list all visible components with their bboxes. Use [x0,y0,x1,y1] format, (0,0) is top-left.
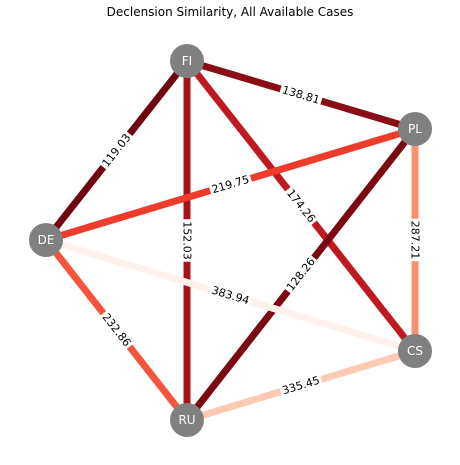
edge-label-pl-ru: 128.26 [284,255,318,293]
node-pl [398,112,432,146]
node-label-ru: RU [178,413,195,427]
edge-label-background [179,219,195,262]
edge-label-background [278,372,324,399]
edge-label-background [278,81,324,109]
edge-label-pl-cs: 287.21 [409,221,422,260]
node-label-fi: FI [182,54,192,68]
edge-label-fi-pl: 138.81 [281,83,322,106]
edge-label-background [281,184,321,228]
edge-label-background [97,129,136,172]
node-ru [170,403,204,437]
nodes: FI PL DE CS RU [29,44,432,437]
edge-labels: 138.81 119.03 152.03 174.26 219.75 287.21 128.… [97,81,423,399]
edge-label-background [207,171,254,198]
node-label-pl: PL [408,122,422,136]
edge-label-background [97,308,136,352]
node-label-cs: CS [407,344,423,358]
edge-label-fi-cs: 174.26 [284,187,318,225]
edges [43,57,419,424]
edge-label-de-cs: 383.94 [210,284,251,308]
edge-label-pl-de: 219.75 [210,173,251,197]
node-de [29,223,63,257]
edge-label-fi-ru: 152.03 [181,221,194,260]
edge-label-background [281,253,321,296]
node-cs [398,334,432,368]
edge-label-background [407,218,423,262]
node-fi [170,44,204,78]
edge-label-fi-de: 119.03 [99,131,133,169]
edge-label-de-ru: 232.86 [100,311,134,349]
edge-label-background [207,282,254,309]
node-label-de: DE [38,233,55,247]
edge-label-ru-cs: 335.45 [281,374,322,398]
chart-title: Declension Similarity, All Available Cas… [106,5,354,19]
